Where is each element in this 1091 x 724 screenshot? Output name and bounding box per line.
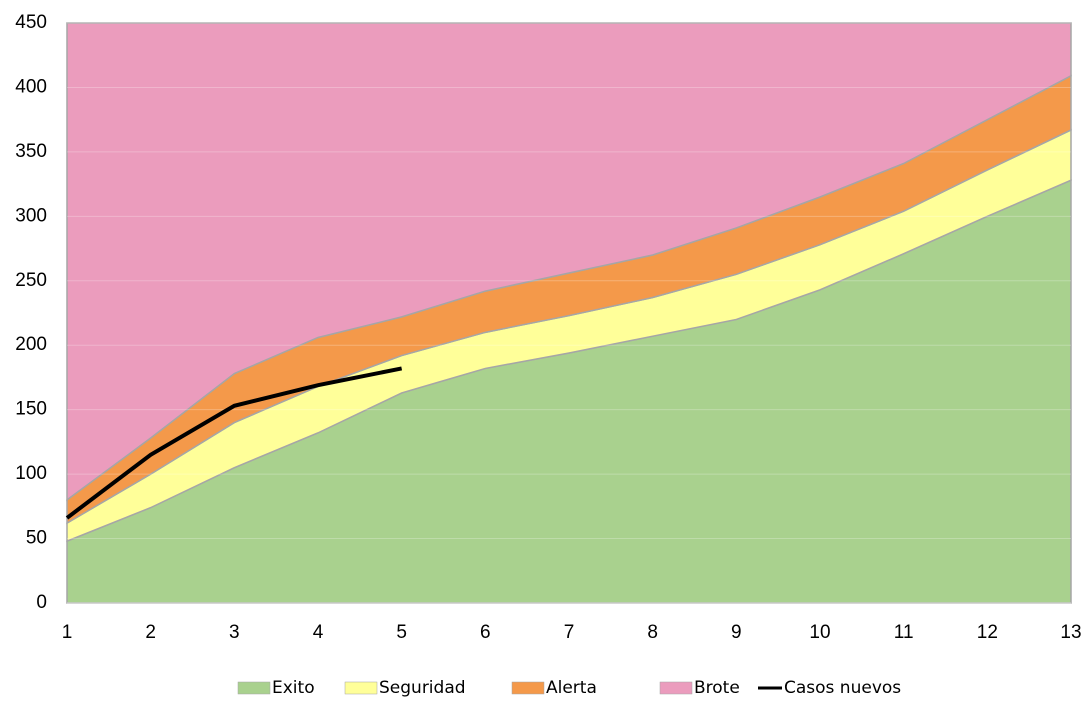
- x-tick-label: 2: [145, 622, 156, 643]
- y-tick-label: 350: [15, 141, 47, 162]
- legend-label: Casos nuevos: [784, 678, 901, 698]
- legend-swatch: [659, 681, 693, 695]
- y-tick-label: 400: [15, 76, 47, 97]
- x-tick-label: 3: [229, 622, 240, 643]
- x-tick-label: 10: [809, 622, 830, 643]
- line: [65, 366, 403, 520]
- x-tick-label: 8: [647, 622, 658, 643]
- y-tick-label: 450: [15, 12, 47, 33]
- legend-label: Exito: [272, 678, 315, 698]
- legend-label: Seguridad: [379, 678, 466, 698]
- x-tick-label: 7: [564, 622, 575, 643]
- area: [66, 22, 1072, 502]
- x-tick-label: 13: [1060, 622, 1081, 643]
- y-tick-label: 50: [26, 528, 47, 549]
- x-tick-label: 9: [731, 622, 742, 643]
- legend-label: Alerta: [546, 678, 597, 698]
- x-tick-label: 5: [396, 622, 407, 643]
- y-tick-label: 250: [15, 270, 47, 291]
- legend-swatch: [237, 681, 271, 695]
- legend-label: Brote: [694, 678, 740, 698]
- legend-swatch: [344, 681, 378, 695]
- x-tick-label: 6: [480, 622, 491, 643]
- y-tick-label: 100: [15, 463, 47, 484]
- y-tick-label: 300: [15, 205, 47, 226]
- y-tick-label: 0: [36, 592, 47, 613]
- x-tick-label: 11: [894, 622, 914, 643]
- x-tick-label: 4: [313, 622, 324, 643]
- y-tick-label: 150: [15, 399, 47, 420]
- legend-swatch: [511, 681, 545, 695]
- y-tick-label: 200: [15, 334, 47, 355]
- x-tick-label: 12: [977, 622, 998, 643]
- x-tick-label: 1: [62, 622, 73, 643]
